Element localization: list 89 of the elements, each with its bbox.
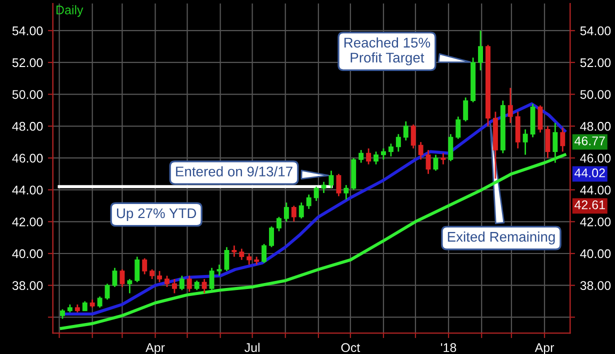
- x-tick-label: Apr: [146, 343, 165, 354]
- candlestick: [456, 116, 461, 140]
- y2-tick-label: 46.00: [580, 154, 611, 163]
- candlestick: [186, 275, 192, 292]
- candlestick: [97, 296, 102, 308]
- candlestick: [239, 248, 244, 261]
- candlestick: [388, 142, 394, 158]
- y2-tick-label: 52.00: [580, 58, 611, 68]
- annotation: Exited Remaining: [448, 232, 555, 244]
- x-tick-label: Oct: [341, 343, 360, 352]
- y2-tick-label: 40.00: [580, 249, 611, 258]
- candlestick: [291, 205, 296, 222]
- text: 42.61: [574, 200, 605, 210]
- candlestick: [403, 120, 408, 142]
- candlestick: [134, 256, 140, 283]
- y-tick-label: 44.00: [12, 186, 43, 194]
- candlestick: [298, 202, 304, 220]
- candlestick: [366, 148, 372, 166]
- candlestick: [538, 104, 543, 134]
- y-tick-label: 38.00: [12, 281, 43, 290]
- candlestick: [262, 243, 267, 264]
- candlestick: [358, 149, 364, 164]
- text: 44.02: [574, 168, 605, 178]
- candlestick: [522, 128, 528, 156]
- candlestick: [545, 125, 550, 159]
- y-tick-label: 52.00: [12, 58, 43, 68]
- candlestick: [224, 246, 230, 272]
- candlestick: [508, 87, 513, 124]
- candlestick: [246, 252, 252, 266]
- candlestick: [209, 267, 214, 291]
- annotation: Up 27% YTD: [117, 208, 196, 221]
- candlestick: [179, 275, 184, 291]
- candlestick: [157, 270, 162, 283]
- y2-tick-label: 54.00: [580, 26, 611, 36]
- y-tick-label: 50.00: [12, 90, 43, 99]
- y2-tick-label: 44.00: [580, 186, 611, 194]
- candlestick: [433, 154, 438, 172]
- candlestick: [120, 268, 125, 288]
- candlestick: [306, 194, 312, 210]
- candlestick: [328, 170, 334, 189]
- annotation: Entered on 9/13/17: [176, 166, 292, 176]
- candlestick: [344, 184, 349, 200]
- y2-tick-label: 48.00: [580, 122, 611, 131]
- chart-title: Daily: [56, 5, 84, 17]
- candlestick: [314, 186, 319, 202]
- candlestick: [552, 122, 558, 164]
- annotation: Reached 15% Profit Target: [344, 37, 430, 66]
- candlestick: [82, 300, 88, 312]
- line-series: [60, 153, 566, 330]
- x-tick-label: Jul: [244, 342, 260, 352]
- y-tick-label: 46.00: [12, 154, 43, 163]
- candlestick: [142, 258, 148, 275]
- y2-tick-label: 38.00: [580, 281, 611, 290]
- candlestick: [112, 267, 118, 288]
- x-tick-label: Apr: [534, 343, 554, 354]
- candlestick: [269, 226, 274, 248]
- candlestick: [418, 141, 424, 160]
- y-tick-label: 40.00: [12, 249, 43, 258]
- candlestick: [374, 150, 378, 166]
- candlestick: [426, 149, 431, 175]
- candlestick: [202, 278, 207, 294]
- candlestick: [284, 202, 289, 222]
- candlestick: [276, 216, 282, 232]
- candlestick: [448, 133, 454, 162]
- candlestick: [232, 244, 237, 258]
- candlestick: [172, 278, 177, 294]
- candlestick: [150, 268, 155, 280]
- candlestick: [336, 173, 342, 197]
- candlestick: [127, 278, 132, 294]
- y-tick-label: 54.00: [12, 26, 43, 36]
- candlestick: [463, 96, 468, 122]
- candlestick: [60, 308, 65, 320]
- y2-tick-label: 42.00: [580, 217, 611, 226]
- candlestick: [440, 152, 446, 166]
- candlestick: [381, 148, 386, 160]
- x-tick-label: '18: [441, 343, 456, 352]
- y-tick-label: 42.00: [12, 217, 43, 226]
- candlestick: [321, 181, 326, 194]
- candlestick: [560, 127, 566, 152]
- candlestick: [194, 280, 200, 291]
- y2-tick-label: 50.00: [580, 90, 611, 99]
- candlestick: [216, 264, 222, 276]
- y-tick-label: 48.00: [12, 122, 43, 131]
- text: 46.77: [574, 136, 605, 146]
- candlestick: [164, 275, 170, 288]
- candlestick: [410, 124, 416, 150]
- candlestick: [104, 283, 110, 300]
- candlestick: [396, 133, 401, 152]
- candlestick: [478, 30, 484, 72]
